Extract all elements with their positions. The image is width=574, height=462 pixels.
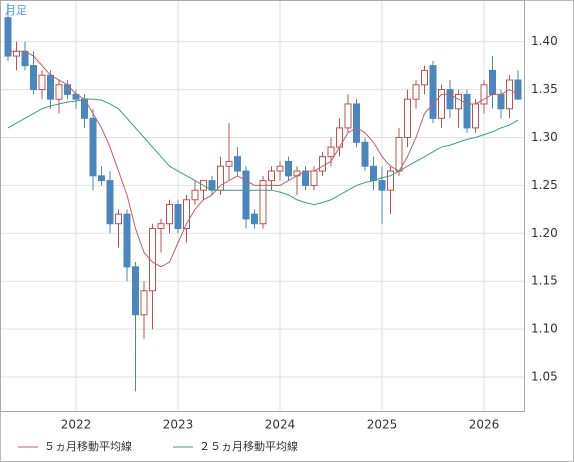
candle-body <box>327 146 335 158</box>
candle-body <box>242 170 250 220</box>
candle-body <box>514 79 522 100</box>
candle-body <box>387 170 394 191</box>
candle-body <box>455 93 462 110</box>
candle-body <box>412 84 420 100</box>
candle-body <box>149 228 156 292</box>
candle-body <box>13 50 20 57</box>
x-tick-label: 2026 <box>469 418 500 432</box>
candle-body <box>30 65 37 91</box>
y-tick-label: 1.20 <box>531 226 558 240</box>
candle-body <box>89 117 97 177</box>
candle-body <box>38 74 46 91</box>
candle-body <box>446 89 454 110</box>
candle-body <box>429 65 437 119</box>
candle-body <box>268 170 275 182</box>
candle-body <box>285 160 292 177</box>
candle-body <box>106 180 114 225</box>
candle-body <box>64 84 71 95</box>
candle-body <box>225 160 233 167</box>
moving-average-line <box>7 98 519 206</box>
x-tick-label: 2025 <box>367 418 398 432</box>
candle-body <box>421 69 428 86</box>
candle-body <box>310 170 318 186</box>
candle-body <box>251 213 258 225</box>
candle-body <box>438 89 445 119</box>
candle-body <box>361 141 369 167</box>
candle-body <box>378 180 386 191</box>
candle-body <box>370 165 377 182</box>
candle-body <box>157 223 165 230</box>
legend-label: ２５ヵ月移動平均線 <box>199 439 298 453</box>
candle-body <box>21 50 29 67</box>
y-tick-label: 1.25 <box>531 178 558 192</box>
candle-body <box>497 93 505 110</box>
candle-body <box>302 170 309 186</box>
x-tick-label: 2024 <box>265 418 296 432</box>
legend-label: ５ヵ月移動平均線 <box>44 439 132 453</box>
y-tick-label: 1.05 <box>531 370 558 384</box>
candle-body <box>506 79 513 110</box>
plot-area <box>0 0 524 412</box>
moving-average-line <box>8 50 519 268</box>
candle-body <box>115 213 122 225</box>
candle-body <box>55 84 63 100</box>
candle-body <box>276 165 284 172</box>
plot-border <box>0 0 525 412</box>
candle-body <box>259 180 267 225</box>
candle-body <box>98 175 105 182</box>
candle-body <box>463 93 471 129</box>
candle-body <box>4 17 12 57</box>
y-tick-label: 1.35 <box>531 82 558 96</box>
candle-body <box>353 103 360 143</box>
x-tick-label: 2023 <box>163 418 194 432</box>
candle-body <box>166 204 173 225</box>
candle-body <box>395 136 403 172</box>
candle-body <box>191 189 199 201</box>
candle-body <box>183 199 190 230</box>
candle-body <box>140 290 148 316</box>
candle-body <box>174 204 182 230</box>
candle-body <box>472 103 479 129</box>
candle-body <box>319 156 326 172</box>
y-tick-label: 1.40 <box>531 34 558 48</box>
candle-body <box>404 98 411 138</box>
period-label: 月足 <box>5 4 27 17</box>
candle-body <box>217 165 224 191</box>
candle-body <box>480 84 488 105</box>
candle-body <box>344 103 352 129</box>
candle-body <box>234 156 241 172</box>
candle-body <box>47 74 54 100</box>
x-tick-label: 2022 <box>61 418 92 432</box>
candle-body <box>489 69 496 95</box>
y-tick-label: 1.10 <box>531 322 558 336</box>
y-tick-label: 1.15 <box>531 274 558 288</box>
candle-body <box>132 266 139 316</box>
candle-body <box>123 213 131 268</box>
y-tick-label: 1.30 <box>531 130 558 144</box>
